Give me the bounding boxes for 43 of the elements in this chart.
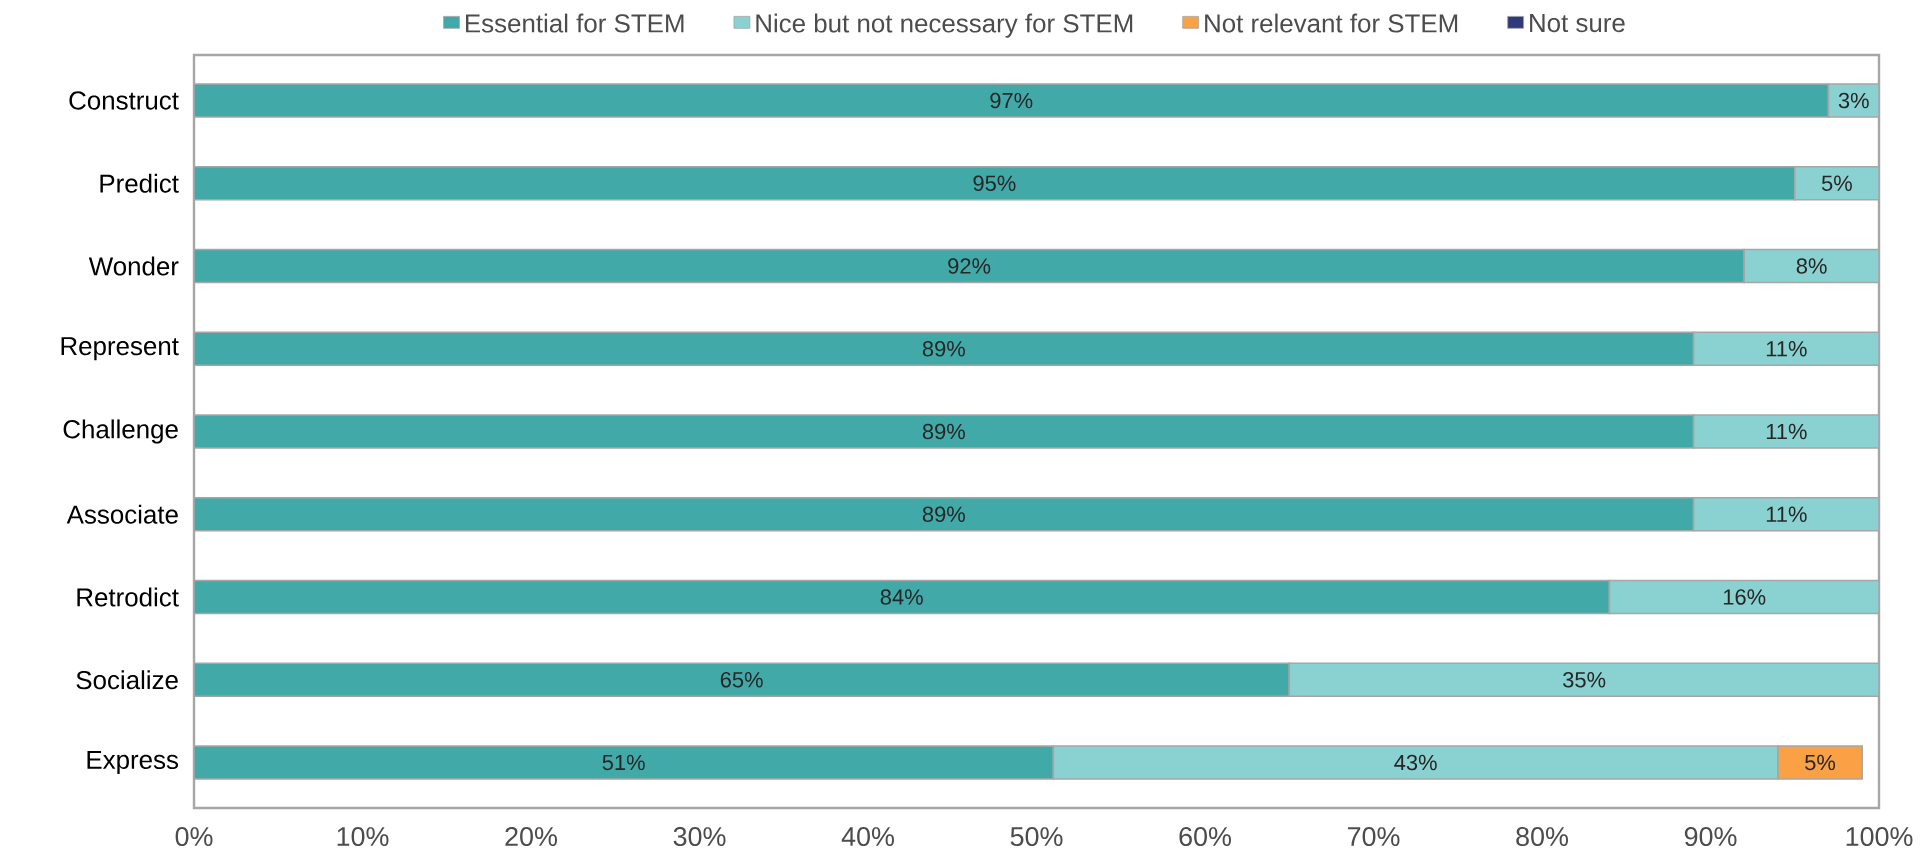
- y-tick-label: Construct: [69, 91, 179, 110]
- y-tick-label: Predict: [100, 173, 179, 193]
- legend-label: Not sure: [1530, 14, 1625, 33]
- x-tick-label: 100%: [1846, 827, 1913, 847]
- data-label: 11%: [1766, 423, 1807, 440]
- y-tick-label: Socialize: [76, 670, 178, 690]
- x-tick-label: 0%: [175, 827, 213, 847]
- data-label: 11%: [1766, 506, 1807, 522]
- data-label: 11%: [1766, 341, 1807, 357]
- data-label: 51%: [602, 754, 645, 771]
- y-tick-label: Retrodict: [77, 587, 179, 607]
- y-tick-label: Represent: [61, 337, 179, 361]
- data-label: 43%: [1394, 754, 1437, 771]
- data-label: 89%: [922, 341, 965, 357]
- data-label: 8%: [1796, 258, 1827, 274]
- data-label: 92%: [948, 258, 991, 274]
- x-tick-label: 70%: [1347, 827, 1400, 847]
- data-label: 95%: [973, 175, 1016, 192]
- data-label: 5%: [1821, 175, 1852, 191]
- legend-label: Essential for STEM: [466, 13, 684, 33]
- x-tick-label: 60%: [1179, 827, 1231, 847]
- x-tick-label: 20%: [505, 827, 557, 847]
- legend-label: Not relevant for STEM: [1205, 13, 1458, 33]
- data-label: 5%: [1805, 754, 1836, 771]
- data-label: 89%: [922, 423, 965, 440]
- y-tick-label: Challenge: [63, 419, 178, 444]
- data-label: 97%: [990, 92, 1033, 109]
- x-tick-label: 90%: [1684, 827, 1737, 847]
- y-tick-label: Wonder: [88, 256, 179, 276]
- legend-label: Nice but not necessary for STEM: [756, 13, 1133, 38]
- y-tick-label: Express: [87, 750, 179, 775]
- data-label: 35%: [1563, 672, 1606, 688]
- data-label: 89%: [922, 506, 965, 523]
- y-tick-label: Associate: [66, 504, 178, 524]
- data-label: 65%: [720, 672, 763, 688]
- x-tick-label: 40%: [841, 827, 894, 847]
- x-tick-label: 30%: [673, 827, 726, 847]
- data-label: 3%: [1838, 92, 1869, 109]
- x-tick-label: 80%: [1516, 827, 1568, 847]
- x-tick-label: 50%: [1010, 827, 1063, 847]
- data-label: 16%: [1723, 589, 1766, 605]
- data-label: 84%: [880, 589, 923, 605]
- x-tick-label: 10%: [337, 827, 389, 847]
